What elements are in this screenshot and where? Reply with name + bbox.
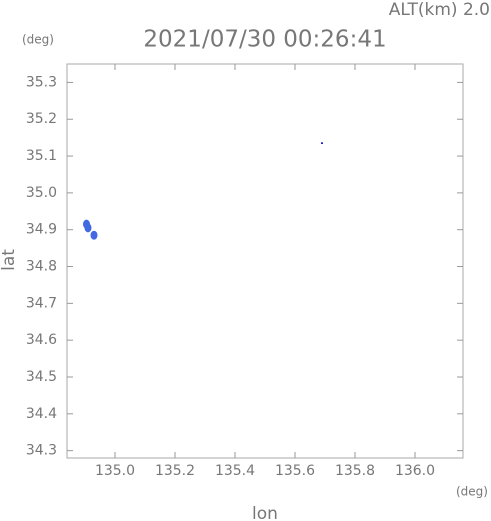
point [90, 230, 98, 240]
chart-title: 2021/07/30 00:26:41 [143, 27, 386, 53]
x-tick-label: 135.2 [155, 463, 195, 479]
x-unit: (deg) [456, 485, 488, 499]
y-tick-label: 34.7 [26, 295, 57, 311]
y-tick-label: 35.2 [26, 111, 57, 127]
y-tick-label: 34.9 [26, 222, 57, 238]
plot-frame [66, 63, 464, 459]
y-tick-label: 35.1 [26, 148, 57, 164]
point [84, 223, 92, 233]
x-tick-label: 135.8 [335, 463, 375, 479]
y-tick-label: 34.8 [26, 259, 57, 275]
x-tick-label: 136.0 [395, 463, 435, 479]
y-tick-label: 35.3 [26, 74, 57, 90]
x-axis-label: lon [252, 504, 278, 521]
altitude-label: ALT(km) 2.0 [389, 0, 490, 20]
y-tick-label: 34.3 [26, 443, 57, 459]
y-tick-label: 34.4 [26, 406, 57, 422]
x-tick-label: 135.6 [275, 463, 315, 479]
y-tick-label: 34.5 [26, 369, 57, 385]
point [321, 142, 323, 145]
y-tick-label: 34.6 [26, 332, 57, 348]
y-axis-label: lat [0, 249, 19, 271]
y-tick-label: 35.0 [26, 185, 57, 201]
y-unit: (deg) [22, 33, 54, 47]
x-tick-label: 135.4 [215, 463, 255, 479]
x-tick-label: 135.0 [95, 463, 135, 479]
